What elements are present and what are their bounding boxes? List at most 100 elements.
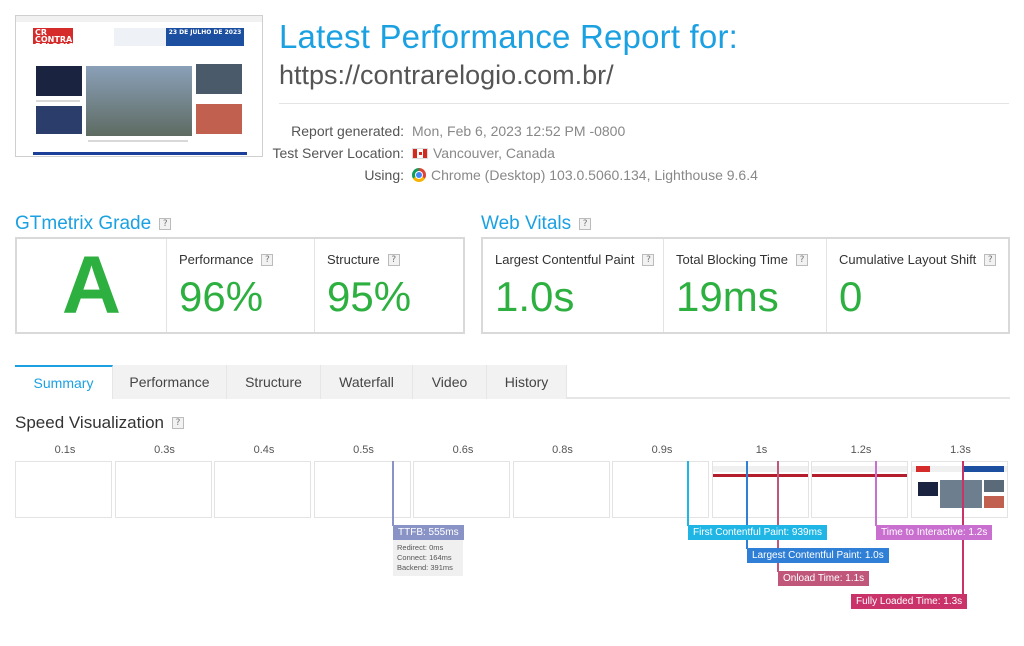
speed-visualization-title: Speed Visualization xyxy=(15,413,165,432)
filmstrip xyxy=(15,461,1010,518)
help-icon[interactable]: ? xyxy=(172,417,185,429)
fcp-marker[interactable]: First Contentful Paint: 939ms xyxy=(688,525,827,540)
canada-flag-icon xyxy=(412,147,428,159)
gtmetrix-grade-title: GTmetrix Grade xyxy=(15,213,152,234)
filmstrip-frame[interactable] xyxy=(910,461,1008,518)
lcp-label: Largest Contentful Paint xyxy=(495,252,635,267)
thumbnail-image xyxy=(196,104,242,134)
ttfb-marker[interactable]: TTFB: 555ms xyxy=(393,525,464,540)
thumbnail-topbar xyxy=(16,16,262,22)
help-icon[interactable]: ? xyxy=(984,253,997,266)
onload-line xyxy=(777,461,779,572)
thumbnail-image xyxy=(36,106,82,134)
filmstrip-frame[interactable] xyxy=(313,461,411,518)
thumbnail-main-image xyxy=(86,66,192,136)
lcp-cell: Largest Contentful Paint ? 1.0s xyxy=(483,239,664,332)
performance-score: 96% xyxy=(179,273,264,320)
filmstrip-frame[interactable] xyxy=(413,461,510,518)
meta-using-row: Using: Chrome (Desktop) 103.0.5060.134, … xyxy=(270,164,1010,186)
timeline-tick: 1s xyxy=(755,444,768,456)
ttfb-connect: Connect: 164ms xyxy=(397,553,452,562)
meta-location-value: Vancouver, Canada xyxy=(433,145,555,161)
lcp-marker[interactable]: Largest Contentful Paint: 1.0s xyxy=(747,548,889,563)
filmstrip-frame[interactable] xyxy=(15,461,112,518)
cls-cell: Cumulative Layout Shift ? 0 xyxy=(827,239,1008,332)
onload-marker[interactable]: Onload Time: 1.1s xyxy=(778,571,870,586)
grade-cell: A xyxy=(17,239,167,332)
tab-video[interactable]: Video xyxy=(413,365,487,399)
structure-score: 95% xyxy=(327,273,412,320)
performance-label: Performance xyxy=(179,252,254,267)
tbt-value: 19ms xyxy=(676,273,779,320)
grade-letter: A xyxy=(61,239,122,331)
help-icon[interactable]: ? xyxy=(796,253,808,266)
tab-history[interactable]: History xyxy=(487,365,567,399)
structure-label: Structure xyxy=(327,252,380,267)
web-vitals-heading: Web Vitals ? xyxy=(481,213,592,235)
chrome-icon xyxy=(412,168,426,182)
report-meta: Report generated: Mon, Feb 6, 2023 12:52… xyxy=(270,120,1010,186)
ttfb-backend: Backend: 391ms xyxy=(397,563,453,572)
help-icon[interactable]: ? xyxy=(387,253,400,266)
timeline-tick: 0.6s xyxy=(452,444,474,456)
report-tabs: Summary Performance Structure Waterfall … xyxy=(15,365,1010,399)
tab-structure[interactable]: Structure xyxy=(227,365,321,399)
ttfb-line xyxy=(392,461,394,526)
meta-generated-row: Report generated: Mon, Feb 6, 2023 12:52… xyxy=(270,120,1010,142)
thumbnail-logo: CR CONTRA RELOGIO xyxy=(33,28,75,51)
ttfb-redirect: Redirect: 0ms xyxy=(397,543,444,552)
filmstrip-frame[interactable] xyxy=(214,461,311,518)
timeline-ticks: 0.1s 0.3s 0.4s 0.5s 0.6s 0.8s 0.9s 1s 1.… xyxy=(15,444,1010,458)
tab-performance[interactable]: Performance xyxy=(113,365,227,399)
fcp-line xyxy=(687,461,689,526)
meta-using-value: Chrome (Desktop) 103.0.5060.134, Lightho… xyxy=(431,167,758,183)
performance-cell: Performance ? 96% xyxy=(167,239,315,332)
structure-cell: Structure ? 95% xyxy=(315,239,463,332)
timeline-tick: 0.5s xyxy=(353,444,374,456)
help-icon[interactable]: ? xyxy=(159,218,172,230)
help-icon[interactable]: ? xyxy=(642,253,655,266)
filmstrip-frame[interactable] xyxy=(811,461,908,518)
timeline-tick: 0.9s xyxy=(651,444,673,456)
meta-generated-label: Report generated: xyxy=(291,123,404,139)
filmstrip-frame[interactable] xyxy=(711,461,809,518)
cls-label: Cumulative Layout Shift xyxy=(839,252,977,267)
meta-using-label: Using: xyxy=(364,167,404,183)
tti-marker[interactable]: Time to Interactive: 1.2s xyxy=(876,525,993,540)
speed-visualization-heading: Speed Visualization ? xyxy=(15,413,185,433)
lcp-line xyxy=(746,461,748,549)
thumbnail-text-line xyxy=(88,140,188,142)
thumbnail-text-line xyxy=(36,100,80,102)
thumbnail-banner-left xyxy=(114,28,166,46)
page-screenshot-thumbnail: CR CONTRA RELOGIO 23 DE JULHO DE 2023 xyxy=(15,15,263,157)
meta-location-label: Test Server Location: xyxy=(272,145,404,161)
filmstrip-frame[interactable] xyxy=(512,461,610,518)
tab-waterfall[interactable]: Waterfall xyxy=(321,365,413,399)
header-divider xyxy=(279,103,1009,104)
tbt-cell: Total Blocking Time ? 19ms xyxy=(664,239,827,332)
fully-loaded-marker[interactable]: Fully Loaded Time: 1.3s xyxy=(851,594,968,609)
web-vitals-title: Web Vitals xyxy=(481,213,572,234)
help-icon[interactable]: ? xyxy=(261,253,274,266)
report-title: Latest Performance Report for: xyxy=(279,18,739,55)
report-url[interactable]: https://contrarelogio.com.br/ xyxy=(279,60,614,90)
tab-summary[interactable]: Summary xyxy=(15,365,113,399)
filmstrip-frame[interactable] xyxy=(114,461,212,518)
help-icon[interactable]: ? xyxy=(579,218,592,230)
meta-location-row: Test Server Location: Vancouver, Canada xyxy=(270,142,1010,164)
tti-line xyxy=(875,461,877,526)
timeline-tick: 1.2s xyxy=(850,444,872,456)
filmstrip-frame[interactable] xyxy=(612,461,709,518)
web-vitals-panel: Largest Contentful Paint ? 1.0s Total Bl… xyxy=(481,237,1010,334)
thumbnail-footer-bar xyxy=(33,152,247,155)
thumbnail-banner-right: 23 DE JULHO DE 2023 xyxy=(166,28,244,46)
timeline-tick: 0.4s xyxy=(253,444,275,456)
timeline-tick: 1.3s xyxy=(950,444,971,456)
gtmetrix-grade-heading: GTmetrix Grade ? xyxy=(15,213,172,235)
timeline-tick: 0.8s xyxy=(552,444,573,456)
lcp-value: 1.0s xyxy=(495,273,575,320)
timeline-tick: 0.1s xyxy=(54,444,76,456)
timeline-tick: 0.3s xyxy=(154,444,175,456)
thumbnail-image xyxy=(196,64,242,94)
gtmetrix-grade-panel: A Performance ? 96% Structure ? 95% xyxy=(15,237,465,334)
